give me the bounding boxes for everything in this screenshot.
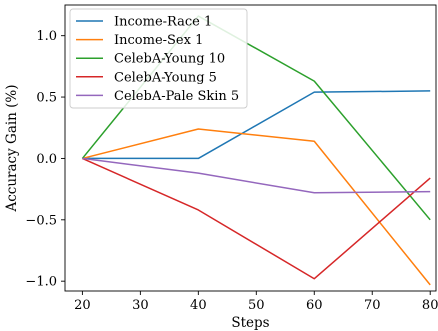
x-tick-label: 30 — [132, 298, 149, 313]
x-tick-label: 60 — [306, 298, 323, 313]
x-tick-label: 70 — [364, 298, 381, 313]
series-line-2 — [82, 128, 431, 286]
legend: Income-Race 1 Income-Sex 1 CelebA-Young 10… — [69, 8, 248, 109]
series-line-4 — [82, 157, 431, 280]
y-tick-label: 1.0 — [36, 29, 57, 44]
y-tick-label: 0.5 — [36, 91, 57, 106]
x-axis-label: Steps — [231, 315, 269, 331]
plot-frame — [64, 4, 437, 292]
legend-label: CelebA-Young 10 — [114, 52, 225, 67]
x-tick-label: 20 — [74, 298, 91, 313]
legend-label: CelebA-Young 5 — [114, 70, 217, 85]
legend-label: Income-Sex 1 — [114, 33, 203, 48]
y-tick-label: −1.0 — [25, 275, 57, 290]
y-axis-label: Accuracy Gain (%) — [4, 84, 20, 212]
x-tick-label: 80 — [422, 298, 438, 313]
y-tick-label: −0.5 — [25, 213, 57, 228]
y-tick-label: 0.0 — [36, 152, 57, 167]
legend-label: Income-Race 1 — [114, 15, 212, 30]
axes — [64, 4, 437, 292]
y-axis-ticks: −1.0 −0.5 0.0 0.5 1.0 — [25, 29, 65, 290]
series-line-1 — [82, 90, 431, 160]
x-tick-label: 40 — [190, 298, 207, 313]
series-line-5 — [82, 157, 431, 194]
x-axis-ticks: 20 30 40 50 60 70 80 — [74, 291, 438, 313]
x-tick-label: 50 — [248, 298, 265, 313]
legend-label: CelebA-Pale Skin 5 — [114, 89, 239, 104]
legend-box — [69, 8, 248, 109]
